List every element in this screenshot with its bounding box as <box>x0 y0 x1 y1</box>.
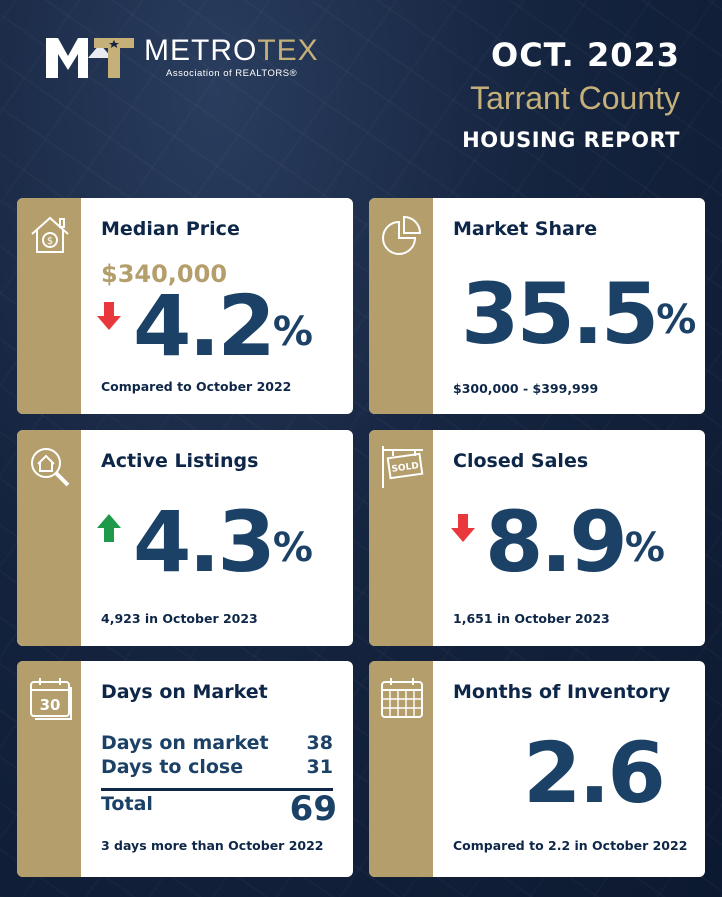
active-listings-change: 4.3% <box>133 500 313 584</box>
median-price-change-value: 4.2 <box>133 277 276 375</box>
closed-sales-footer: 1,651 in October 2023 <box>453 611 610 626</box>
house-dollar-icon: $ <box>31 216 69 253</box>
market-share-card: Market Share 35.5% $300,000 - $399,999 <box>369 198 705 414</box>
sold-sign-text: SOLD <box>391 461 419 475</box>
calendar-number: 30 <box>40 696 61 714</box>
county-name: Tarrant County <box>470 80 680 116</box>
sold-sign-icon: SOLD <box>382 446 424 488</box>
days-on-market-title: Days on Market <box>101 681 268 703</box>
closed-sales-title: Closed Sales <box>453 450 589 472</box>
days-on-market-card: 30 Days on Market Days on market 38 Days… <box>17 661 353 877</box>
metrotex-logo: METROTEX Association of REALTORS® <box>44 34 319 80</box>
house-search-icon <box>31 448 70 487</box>
logo-tex-text: TEX <box>257 33 319 67</box>
card-strip <box>17 430 81 646</box>
dom-row-close: Days to close 31 <box>101 756 333 778</box>
dom-row-label: Days on market <box>101 732 269 754</box>
calendar-grid-icon <box>381 678 423 718</box>
active-listings-title: Active Listings <box>101 450 259 472</box>
median-price-card: $ Median Price $340,000 4.2% Compared to… <box>17 198 353 414</box>
dom-total-label: Total <box>101 793 153 815</box>
months-inventory-footer: Compared to 2.2 in October 2022 <box>453 838 688 853</box>
market-share-number: 35.5 <box>461 265 659 363</box>
logo-subtitle: Association of REALTORS® <box>166 67 298 79</box>
market-share-value: 35.5% <box>461 272 696 356</box>
median-price-value: $340,000 <box>101 260 228 288</box>
logo-metro-text: METRO <box>144 33 258 67</box>
closed-sales-card: SOLD Closed Sales 8.9% 1,651 in October … <box>369 430 705 646</box>
closed-sales-change-value: 8.9 <box>485 493 628 591</box>
down-arrow-icon <box>451 514 475 542</box>
active-listings-card: Active Listings 4.3% 4,923 in October 20… <box>17 430 353 646</box>
percent-sign: % <box>624 525 665 571</box>
closed-sales-change: 8.9% <box>485 500 665 584</box>
months-inventory-value: 2.6 <box>523 724 666 822</box>
months-inventory-title: Months of Inventory <box>453 681 671 703</box>
dom-row-market: Days on market 38 <box>101 732 333 754</box>
card-strip <box>369 198 433 414</box>
dom-total-value: 69 <box>289 789 337 829</box>
market-share-footer: $300,000 - $399,999 <box>453 381 599 396</box>
up-arrow-icon <box>97 514 121 542</box>
median-price-footer: Compared to October 2022 <box>101 379 292 394</box>
calendar-30-icon: 30 <box>30 678 72 720</box>
percent-sign: % <box>272 309 313 355</box>
active-listings-footer: 4,923 in October 2023 <box>101 611 258 626</box>
dom-row-label: Days to close <box>101 756 244 778</box>
market-share-title: Market Share <box>453 218 598 240</box>
report-title: HOUSING REPORT <box>462 128 680 152</box>
months-inventory-card: Months of Inventory 2.6 Compared to 2.2 … <box>369 661 705 877</box>
median-price-change: 4.2% <box>133 284 313 368</box>
pie-chart-icon <box>382 215 422 255</box>
down-arrow-icon <box>97 302 121 330</box>
dom-row-value: 31 <box>306 756 333 778</box>
percent-sign: % <box>272 525 313 571</box>
dom-row-value: 38 <box>306 732 333 754</box>
days-on-market-footer: 3 days more than October 2022 <box>101 838 324 853</box>
dom-divider <box>101 788 333 791</box>
percent-sign: % <box>656 297 697 343</box>
svg-text:$: $ <box>47 236 53 247</box>
card-strip <box>369 430 433 646</box>
median-price-title: Median Price <box>101 218 240 240</box>
mt-logo-icon <box>46 38 134 78</box>
active-listings-change-value: 4.3 <box>133 493 276 591</box>
report-date: OCT. 2023 <box>490 36 680 74</box>
